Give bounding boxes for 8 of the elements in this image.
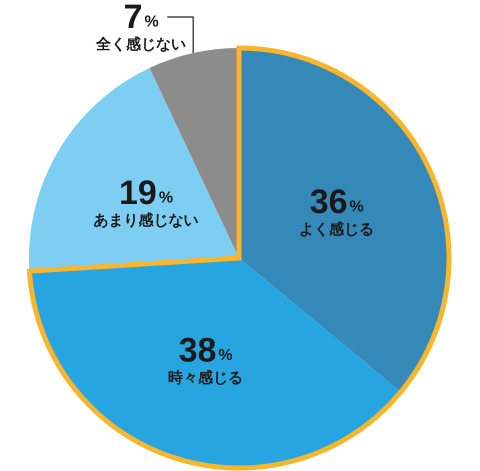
data-label: 7% bbox=[124, 0, 159, 36]
slice-label: 時々感じる bbox=[168, 368, 244, 387]
slice-label: よく感じる bbox=[299, 220, 374, 238]
data-label: 36% bbox=[310, 183, 364, 222]
data-label: 38% bbox=[178, 332, 233, 370]
data-label: 19% bbox=[119, 174, 174, 212]
slice-label: あまり感じない bbox=[94, 211, 199, 230]
slice-label: 全く感じない bbox=[95, 35, 186, 53]
